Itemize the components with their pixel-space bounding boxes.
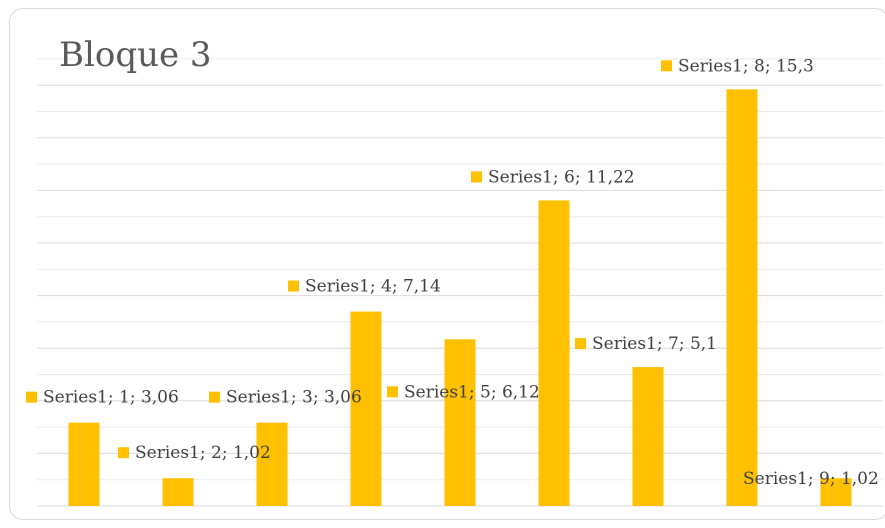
data-label-3: Series1; 3; 3,06 [226,388,362,408]
bar-8 [726,89,758,507]
bar-2 [162,478,194,506]
label-key-3 [209,391,220,403]
data-label-1: Series1; 1; 3,06 [43,388,179,408]
bar-1 [68,422,100,506]
data-label-2: Series1; 2; 1,02 [135,443,271,463]
data-label-7: Series1; 7; 5,1 [592,334,717,354]
bar-6 [538,200,570,507]
label-key-1 [26,391,37,403]
bars [68,89,852,507]
bar-9 [820,478,852,506]
data-label-4: Series1; 4; 7,14 [305,277,441,297]
bar-3 [256,422,288,506]
bar-4 [350,311,382,506]
data-labels: Series1; 1; 3,06 Series1; 2; 1,02 Series1;… [26,56,879,489]
label-key-5 [387,386,398,398]
data-label-8: Series1; 8; 15,3 [678,56,814,76]
bar-7 [632,367,664,506]
data-label-5: Series1; 5; 6,12 [404,382,540,402]
data-label-9: Series1; 9; 1,02 [743,469,879,489]
chart-title: Bloque 3 [59,35,212,75]
label-key-4 [288,280,299,292]
data-label-6: Series1; 6; 11,22 [488,167,635,187]
bar-5 [444,339,476,506]
label-key-2 [118,447,129,459]
label-key-7 [575,338,586,350]
label-key-6 [471,171,482,183]
label-key-8 [661,60,672,72]
